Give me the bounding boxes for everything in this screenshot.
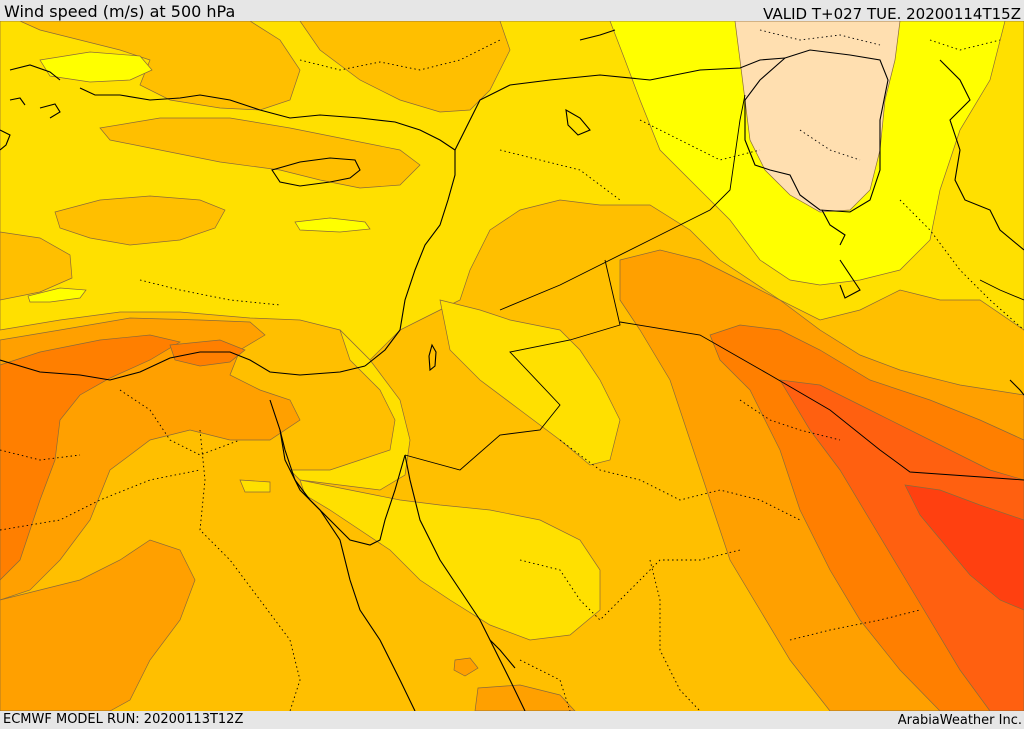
band-jet-strong [779,379,1024,711]
band-levant-gold [289,329,411,491]
band-north-orange [19,21,301,111]
map-canvas[interactable] [0,21,1024,711]
dotted-borders [0,29,1024,711]
band-yellow-patch-2 [27,287,87,303]
band-med-orange-2 [54,195,226,246]
band-west-orange [0,231,73,301]
band-turkey-orange [299,21,511,113]
solid-borders [404,94,1024,481]
band-redsea-orange [453,657,479,677]
band-sinai-gold [239,479,271,493]
map-title: Wind speed (m/s) at 500 hPa [4,2,236,21]
band-west-deep-orange [0,334,181,581]
band-jordan-gold [439,299,621,466]
wind-speed-map[interactable] [0,21,1024,711]
credit-label: ArabiaWeather Inc. [897,713,1022,728]
band-arabia-gold [299,479,601,641]
footer-bar: ECMWF MODEL RUN: 20200113T12Z ArabiaWeat… [0,711,1024,729]
band-med-orange [99,117,421,189]
band-yellow-patch-1 [294,217,371,233]
valid-time-label: VALID T+027 TUE. 20200114T15Z [763,5,1021,23]
band-west-deep-orange-2 [169,339,246,367]
band-jet-max [904,484,1024,611]
coastlines [0,29,1024,711]
model-run-label: ECMWF MODEL RUN: 20200113T12Z [3,712,244,727]
header-bar: Wind speed (m/s) at 500 hPa VALID T+027 … [0,0,1024,23]
band-southwest-orange [0,539,196,711]
